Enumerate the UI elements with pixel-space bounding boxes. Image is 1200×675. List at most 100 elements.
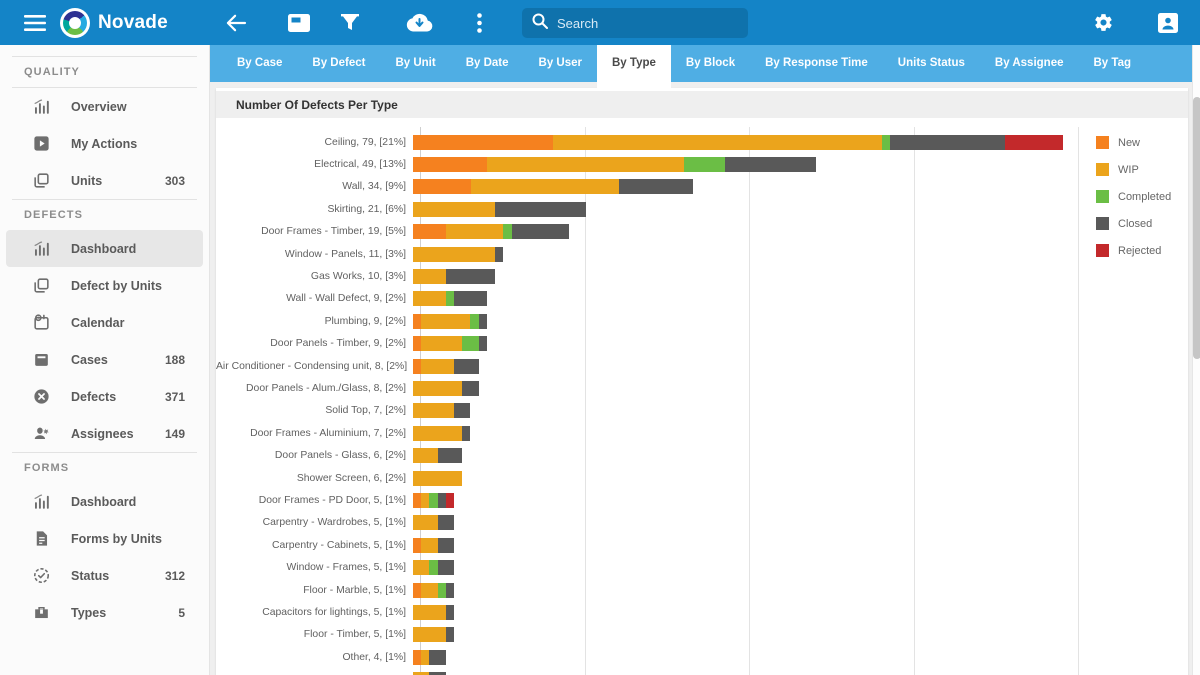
bar-segment-wip[interactable] [413, 627, 446, 643]
bar-segment-completed[interactable] [881, 134, 890, 150]
bar-segment-closed[interactable] [462, 380, 479, 396]
bar-segment-new[interactable] [413, 358, 422, 374]
bar-segment-rejected[interactable] [1005, 134, 1063, 150]
bar-segment-wip[interactable] [413, 470, 463, 486]
scrollbar-thumb[interactable] [1193, 97, 1200, 359]
tab-by-type[interactable]: By Type [597, 45, 671, 88]
tab-by-block[interactable]: By Block [685, 57, 736, 69]
legend-item-completed[interactable]: Completed [1096, 190, 1182, 203]
bar-segment-wip[interactable] [413, 246, 496, 262]
sidebar-item-forms-types[interactable]: Types 5 [6, 594, 203, 631]
bar-segment-completed[interactable] [470, 313, 479, 329]
tab-by-case[interactable]: By Case [237, 57, 283, 69]
bar-segment-wip[interactable] [413, 560, 430, 576]
bar-segment-wip[interactable] [470, 179, 619, 195]
bar-segment-rejected[interactable] [445, 492, 454, 508]
bar-segment-wip[interactable] [413, 291, 446, 307]
tab-by-tag[interactable]: By Tag [1093, 57, 1132, 69]
bar-segment-completed[interactable] [462, 336, 479, 352]
bar-segment-wip[interactable] [487, 157, 685, 173]
bar-segment-completed[interactable] [429, 560, 438, 576]
sidebar-item-defects-defects[interactable]: Defects 371 [6, 378, 203, 415]
sidebar-item-quality-overview[interactable]: Overview [6, 88, 203, 125]
bar-segment-new[interactable] [413, 313, 422, 329]
bar-segment-closed[interactable] [889, 134, 1006, 150]
bar-segment-wip[interactable] [421, 336, 463, 352]
bar-segment-completed[interactable] [445, 291, 455, 307]
bar-segment-wip[interactable] [413, 380, 463, 396]
bar-segment-closed[interactable] [437, 515, 455, 531]
settings-gear-icon[interactable] [1093, 0, 1114, 45]
bar-segment-closed[interactable] [454, 291, 487, 307]
menu-icon[interactable] [24, 0, 46, 45]
bar-segment-new[interactable] [413, 134, 553, 150]
legend-item-wip[interactable]: WIP [1096, 163, 1182, 176]
vertical-scrollbar[interactable] [1192, 45, 1200, 675]
bar-segment-wip[interactable] [413, 448, 438, 464]
bar-segment-closed[interactable] [429, 649, 446, 665]
bar-segment-wip[interactable] [552, 134, 882, 150]
bar-segment-wip[interactable] [413, 403, 455, 419]
sidebar-item-defects-dashboard[interactable]: Dashboard [6, 230, 203, 267]
bar-segment-closed[interactable] [478, 313, 487, 329]
filter-icon[interactable] [341, 0, 359, 45]
tab-by-user[interactable]: By User [538, 57, 582, 69]
tab-by-assignee[interactable]: By Assignee [994, 57, 1064, 69]
bar-segment-wip[interactable] [413, 425, 463, 441]
bar-segment-completed[interactable] [437, 582, 446, 598]
bar-segment-closed[interactable] [511, 224, 570, 240]
search-input[interactable] [557, 15, 727, 31]
cloud-download-icon[interactable] [406, 0, 433, 45]
bar-segment-new[interactable] [413, 157, 487, 173]
bar-segment-wip[interactable] [413, 604, 446, 620]
bar-segment-wip[interactable] [413, 269, 446, 285]
sidebar-item-defects-defect-by-units[interactable]: Defect by Units [6, 267, 203, 304]
sidebar-item-forms-dashboard[interactable]: Dashboard [6, 483, 203, 520]
bar-segment-closed[interactable] [445, 582, 454, 598]
bar-segment-closed[interactable] [437, 448, 463, 464]
bar-segment-completed[interactable] [503, 224, 512, 240]
tab-units-status[interactable]: Units Status [897, 57, 965, 69]
bar-segment-wip[interactable] [413, 672, 430, 675]
tab-by-response-time[interactable]: By Response Time [765, 57, 868, 69]
bar-segment-completed[interactable] [429, 492, 438, 508]
bar-segment-wip[interactable] [421, 358, 455, 374]
bar-segment-closed[interactable] [495, 201, 586, 217]
bar-segment-closed[interactable] [445, 269, 496, 285]
bar-segment-new[interactable] [413, 224, 446, 240]
bar-segment-closed[interactable] [437, 492, 446, 508]
sidebar-item-quality-units[interactable]: Units 303 [6, 162, 203, 199]
search-bar[interactable] [522, 8, 748, 38]
bar-segment-new[interactable] [413, 179, 471, 195]
bar-segment-wip[interactable] [413, 515, 438, 531]
sidebar-item-defects-cases[interactable]: Cases 188 [6, 341, 203, 378]
sidebar-item-defects-calendar[interactable]: Calendar [6, 304, 203, 341]
tab-by-unit[interactable]: By Unit [395, 57, 436, 69]
bar-segment-closed[interactable] [495, 246, 504, 262]
bar-segment-wip[interactable] [421, 537, 438, 553]
more-vertical-icon[interactable] [477, 0, 482, 45]
bar-segment-closed[interactable] [445, 627, 455, 643]
bar-segment-closed[interactable] [618, 179, 693, 195]
bar-segment-closed[interactable] [429, 672, 446, 675]
tab-by-defect[interactable]: By Defect [312, 57, 366, 69]
bar-segment-closed[interactable] [725, 157, 816, 173]
bar-segment-closed[interactable] [454, 358, 479, 374]
sidebar-item-forms-forms-by-units[interactable]: Forms by Units [6, 520, 203, 557]
legend-item-closed[interactable]: Closed [1096, 217, 1182, 230]
bar-segment-wip[interactable] [421, 649, 430, 665]
sidebar-item-defects-assignees[interactable]: Assignees 149 [6, 415, 203, 452]
bar-segment-new[interactable] [413, 492, 422, 508]
bar-segment-closed[interactable] [462, 425, 471, 441]
bar-segment-closed[interactable] [478, 336, 487, 352]
bar-segment-wip[interactable] [445, 224, 504, 240]
bar-segment-new[interactable] [413, 649, 422, 665]
account-box-icon[interactable] [1158, 0, 1178, 45]
bar-segment-closed[interactable] [437, 560, 454, 576]
bar-segment-closed[interactable] [437, 537, 454, 553]
bar-segment-wip[interactable] [421, 492, 430, 508]
sidebar-item-forms-status[interactable]: Status 312 [6, 557, 203, 594]
bar-segment-wip[interactable] [421, 313, 471, 329]
bar-segment-new[interactable] [413, 537, 422, 553]
back-arrow-icon[interactable] [225, 0, 247, 45]
